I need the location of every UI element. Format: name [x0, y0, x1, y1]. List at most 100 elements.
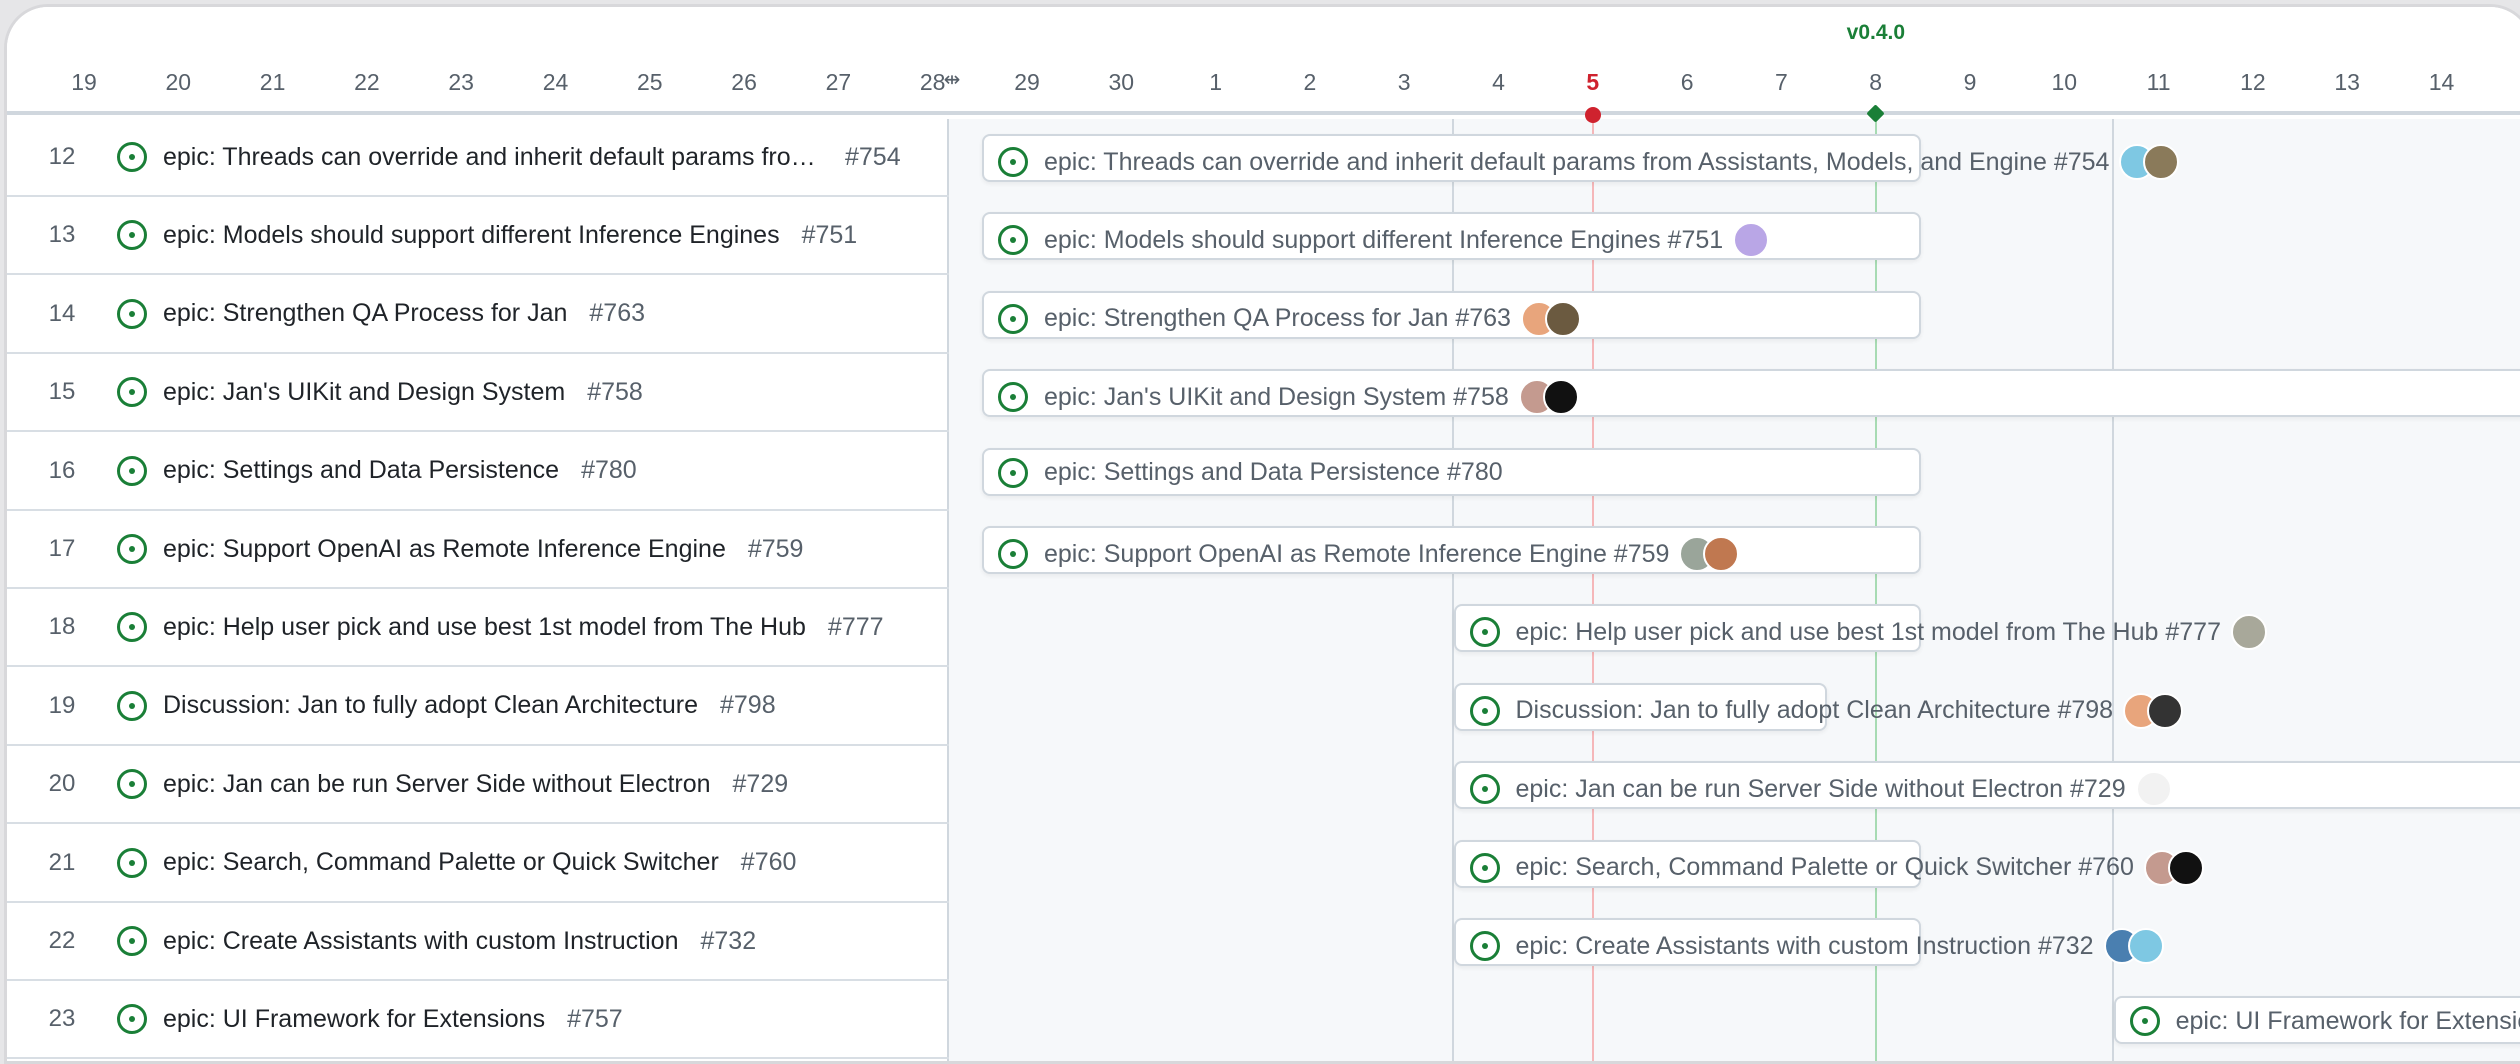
row-number: 21 [7, 849, 117, 877]
bar-title: epic: Settings and Data Persistence [1044, 458, 1440, 487]
issue-title[interactable]: epic: Create Assistants with custom Inst… [163, 927, 679, 956]
day-label: 29 [980, 69, 1074, 96]
item-list: 12 epic: Threads can override and inheri… [7, 119, 949, 1064]
issue-number: #760 [741, 848, 797, 877]
day-label: 3 [1357, 69, 1451, 96]
timeline-bar[interactable]: epic: Search, Command Palette or Quick S… [1454, 840, 1922, 888]
issue-number: #732 [701, 927, 757, 956]
open-issue-icon [117, 926, 147, 956]
table-row[interactable]: 18 epic: Help user pick and use best 1st… [7, 589, 949, 667]
avatar [2231, 614, 2267, 650]
issue-title[interactable]: epic: Jan's UIKit and Design System [163, 378, 565, 407]
bar-issue-number: #759 [1614, 540, 1670, 569]
bar-issue-number: #798 [2057, 696, 2113, 725]
timeline-bar[interactable]: epic: Help user pick and use best 1st mo… [1454, 604, 1922, 652]
table-row[interactable]: 22 epic: Create Assistants with custom I… [7, 903, 949, 981]
issue-number: #759 [748, 535, 804, 564]
day-label: 6 [1640, 69, 1734, 96]
open-issue-icon [998, 382, 1028, 412]
issue-title[interactable]: epic: Settings and Data Persistence [163, 456, 559, 485]
table-row[interactable]: 20 epic: Jan can be run Server Side with… [7, 746, 949, 824]
bar-title: epic: Create Assistants with custom Inst… [1516, 932, 2032, 961]
assignees [2116, 928, 2164, 964]
bar-title: epic: UI Framework for Extensions [2176, 1007, 2520, 1036]
assignees [1531, 379, 1579, 415]
table-row[interactable]: 17 epic: Support OpenAI as Remote Infere… [7, 511, 949, 589]
timeline-bar[interactable]: Discussion: Jan to fully adopt Clean Arc… [1454, 683, 1827, 731]
avatar [2147, 693, 2183, 729]
table-row[interactable]: 13 epic: Models should support different… [7, 197, 949, 275]
day-label: 10 [2017, 69, 2111, 96]
assignees [1533, 301, 1581, 337]
assignees [1745, 222, 1769, 258]
timeline-bar[interactable]: epic: Models should support different In… [982, 212, 1921, 260]
avatar [1703, 536, 1739, 572]
day-label: 28 [886, 69, 980, 96]
bar-title: epic: Search, Command Palette or Quick S… [1516, 853, 2072, 882]
milestone-label[interactable]: v0.4.0 [1806, 21, 1946, 45]
bar-issue-number: #780 [1447, 458, 1503, 487]
issue-title[interactable]: epic: Strengthen QA Process for Jan [163, 299, 567, 328]
table-row[interactable]: 19 Discussion: Jan to fully adopt Clean … [7, 668, 949, 746]
open-issue-icon [1470, 774, 1500, 804]
issue-title[interactable]: epic: Support OpenAI as Remote Inference… [163, 535, 726, 564]
table-row[interactable]: 14 epic: Strengthen QA Process for Jan #… [7, 276, 949, 354]
row-number: 22 [7, 927, 117, 955]
issue-title[interactable]: epic: Jan can be run Server Side without… [163, 770, 711, 799]
timeline-bar[interactable]: epic: Jan's UIKit and Design System #758 [982, 369, 2520, 417]
avatar [1545, 301, 1581, 337]
timeline-bar[interactable]: epic: Create Assistants with custom Inst… [1454, 918, 1922, 966]
assignees [2131, 144, 2179, 180]
table-row[interactable]: 12 epic: Threads can override and inheri… [7, 119, 949, 197]
issue-number: #729 [733, 770, 789, 799]
assignees [2135, 693, 2183, 729]
bar-issue-number: #758 [1453, 383, 1509, 412]
row-number: 14 [7, 300, 117, 328]
issue-number: #777 [828, 613, 884, 642]
issue-title[interactable]: epic: Help user pick and use best 1st mo… [163, 613, 806, 642]
bar-issue-number: #760 [2078, 853, 2134, 882]
day-label: 19 [37, 69, 131, 96]
open-issue-icon [117, 691, 147, 721]
open-issue-icon [998, 225, 1028, 255]
day-label: 8 [1829, 69, 1923, 96]
row-number: 20 [7, 770, 117, 798]
open-issue-icon [117, 142, 147, 172]
issue-title[interactable]: epic: Models should support different In… [163, 221, 780, 250]
table-row[interactable]: 16 epic: Settings and Data Persistence #… [7, 433, 949, 511]
day-label: 13 [2300, 69, 2394, 96]
issue-number: #780 [581, 456, 637, 485]
issue-number: #754 [845, 143, 901, 172]
bar-issue-number: #754 [2054, 148, 2110, 177]
day-label: 2 [1263, 69, 1357, 96]
timeline-bar[interactable]: epic: UI Framework for Extensions #757 [2114, 996, 2520, 1044]
issue-title[interactable]: Discussion: Jan to fully adopt Clean Arc… [163, 691, 698, 720]
row-number: 15 [7, 378, 117, 406]
assignees [2156, 850, 2204, 886]
bar-title: Discussion: Jan to fully adopt Clean Arc… [1516, 696, 2051, 725]
day-label: 23 [414, 69, 508, 96]
timeline-bar[interactable]: epic: Settings and Data Persistence #780 [982, 448, 1921, 496]
avatar [1733, 222, 1769, 258]
timeline-bar[interactable]: epic: Threads can override and inherit d… [982, 134, 1921, 182]
timeline-bar[interactable]: epic: Support OpenAI as Remote Inference… [982, 526, 1921, 574]
row-number: 16 [7, 457, 117, 485]
day-label: 25 [603, 69, 697, 96]
timeline-bar[interactable]: epic: Jan can be run Server Side without… [1454, 761, 2520, 809]
day-label: 24 [509, 69, 603, 96]
timeline-bar[interactable]: epic: Strengthen QA Process for Jan #763 [982, 291, 1921, 339]
week-divider [1452, 119, 1454, 1064]
bar-issue-number: #763 [1455, 304, 1511, 333]
table-row[interactable]: 23 epic: UI Framework for Extensions #75… [7, 981, 949, 1059]
today-marker[interactable] [1585, 107, 1601, 123]
table-row[interactable]: 21 epic: Search, Command Palette or Quic… [7, 825, 949, 903]
issue-title[interactable]: epic: UI Framework for Extensions [163, 1005, 545, 1034]
issue-title[interactable]: epic: Threads can override and inherit d… [163, 143, 823, 172]
table-row[interactable]: 15 epic: Jan's UIKit and Design System #… [7, 354, 949, 432]
issue-title[interactable]: epic: Search, Command Palette or Quick S… [163, 848, 719, 877]
bar-issue-number: #732 [2038, 932, 2094, 961]
issue-number: #757 [567, 1005, 623, 1034]
avatar [2168, 850, 2204, 886]
